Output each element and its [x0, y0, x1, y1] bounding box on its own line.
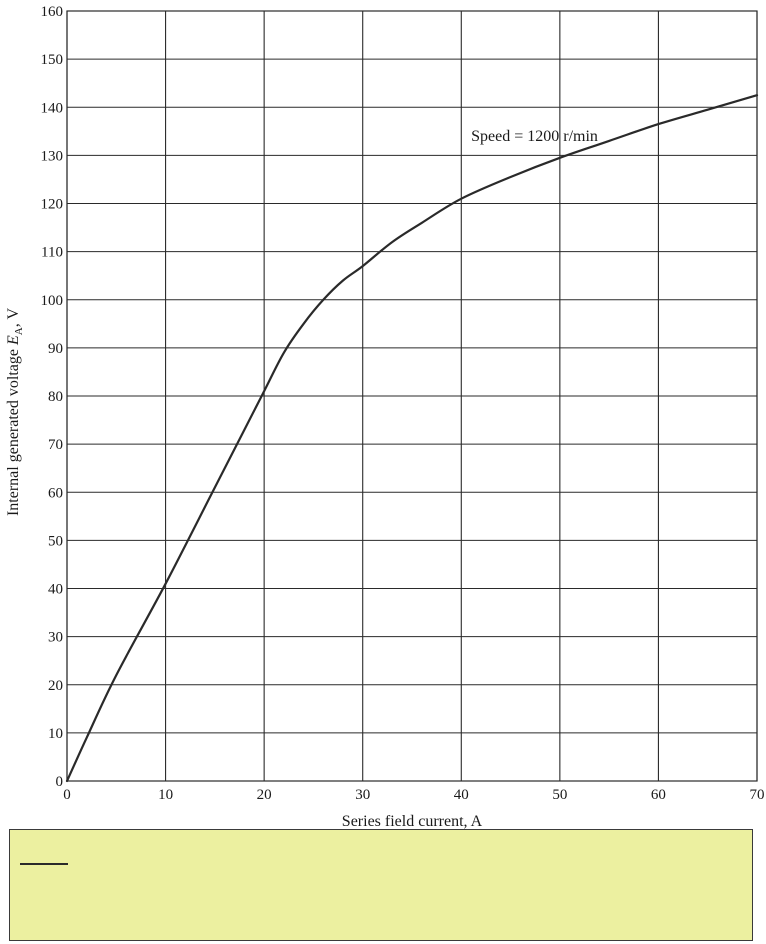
- y-tick-label: 100: [41, 293, 64, 309]
- y-tick-label: 130: [41, 148, 64, 164]
- y-tick-label: 140: [41, 100, 64, 116]
- y-tick-label: 40: [48, 582, 63, 598]
- y-tick-label: 120: [41, 197, 64, 213]
- y-tick-label: 80: [48, 389, 63, 405]
- plot-frame: [66, 10, 758, 782]
- y-tick-label: 30: [48, 630, 63, 646]
- x-tick-label: 10: [158, 787, 173, 803]
- x-tick-label: 0: [63, 787, 71, 803]
- y-axis-title: Internal generated voltage EA, V: [5, 308, 25, 516]
- y-tick-label: 20: [48, 678, 63, 694]
- speed-annotation: Speed = 1200 r/min: [471, 128, 598, 145]
- y-tick-label: 90: [48, 341, 63, 357]
- y-axis-title-sub: A: [13, 327, 25, 335]
- y-tick-label: 70: [48, 437, 63, 453]
- legend-box: [9, 829, 753, 941]
- x-tick-label: 60: [651, 787, 666, 803]
- x-tick-label: 50: [552, 787, 567, 803]
- legend-line-swatch: [20, 863, 68, 865]
- y-tick-label: 110: [41, 245, 63, 261]
- x-axis-title: Series field current, A: [342, 813, 483, 830]
- y-tick-label: 150: [41, 52, 64, 68]
- y-axis-title-main: Internal generated voltage: [5, 345, 22, 516]
- y-tick-label: 0: [56, 774, 64, 790]
- y-tick-labels: 0 10 20 30 40 50 60 70 80 90 100 110 120 130 140 150 160: [41, 4, 64, 790]
- magnetization-curve: [65, 94, 759, 783]
- x-tick-label: 40: [454, 787, 469, 803]
- x-tick-label: 20: [257, 787, 272, 803]
- y-tick-label: 10: [48, 726, 63, 742]
- y-tick-label: 50: [48, 533, 63, 549]
- y-axis-title-unit: , V: [5, 308, 22, 328]
- y-axis-title-var: E: [5, 335, 22, 346]
- y-tick-label: 160: [41, 4, 64, 20]
- y-tick-label: 60: [48, 485, 63, 501]
- x-tick-labels: 0 10 20 30 40 50 60 70: [63, 787, 764, 803]
- x-tick-label: 70: [750, 787, 765, 803]
- x-tick-label: 30: [355, 787, 370, 803]
